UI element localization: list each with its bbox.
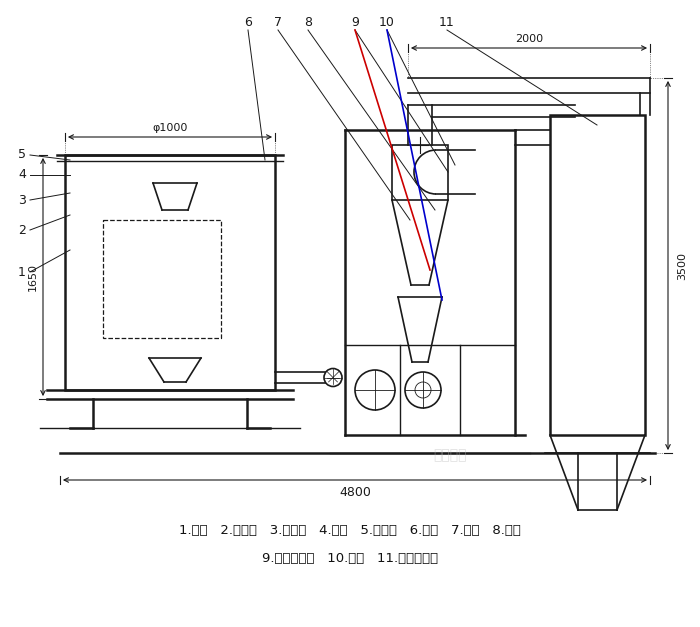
Text: 4: 4 — [18, 169, 26, 181]
Text: 3: 3 — [18, 194, 26, 206]
Text: 8: 8 — [304, 16, 312, 28]
Text: 11: 11 — [439, 16, 455, 28]
Text: 2000: 2000 — [515, 34, 543, 44]
Text: 天汐机械: 天汐机械 — [433, 448, 467, 462]
Bar — [550, 115, 645, 435]
Text: 10: 10 — [379, 16, 395, 28]
Bar — [65, 155, 275, 390]
Text: φ1000: φ1000 — [153, 123, 188, 133]
Text: 1650: 1650 — [28, 263, 38, 291]
Text: 7: 7 — [274, 16, 282, 28]
Text: 3500: 3500 — [677, 251, 687, 280]
Text: 2: 2 — [18, 223, 26, 236]
Text: 6: 6 — [244, 16, 252, 28]
Text: 1: 1 — [18, 265, 26, 278]
Bar — [103, 220, 221, 338]
Text: 1.底座   2.回风道   3.激振器   4.筛网   5.进料斗   6.风机   7.绞龙   8.料仓: 1.底座 2.回风道 3.激振器 4.筛网 5.进料斗 6.风机 7.绞龙 8.… — [179, 524, 521, 537]
Text: 9: 9 — [351, 16, 359, 28]
Text: 9.旋风分离器   10.支架   11.布袋除尘器: 9.旋风分离器 10.支架 11.布袋除尘器 — [262, 552, 438, 564]
Text: 4800: 4800 — [339, 485, 371, 498]
Bar — [392, 145, 448, 200]
Text: 5: 5 — [18, 149, 26, 162]
